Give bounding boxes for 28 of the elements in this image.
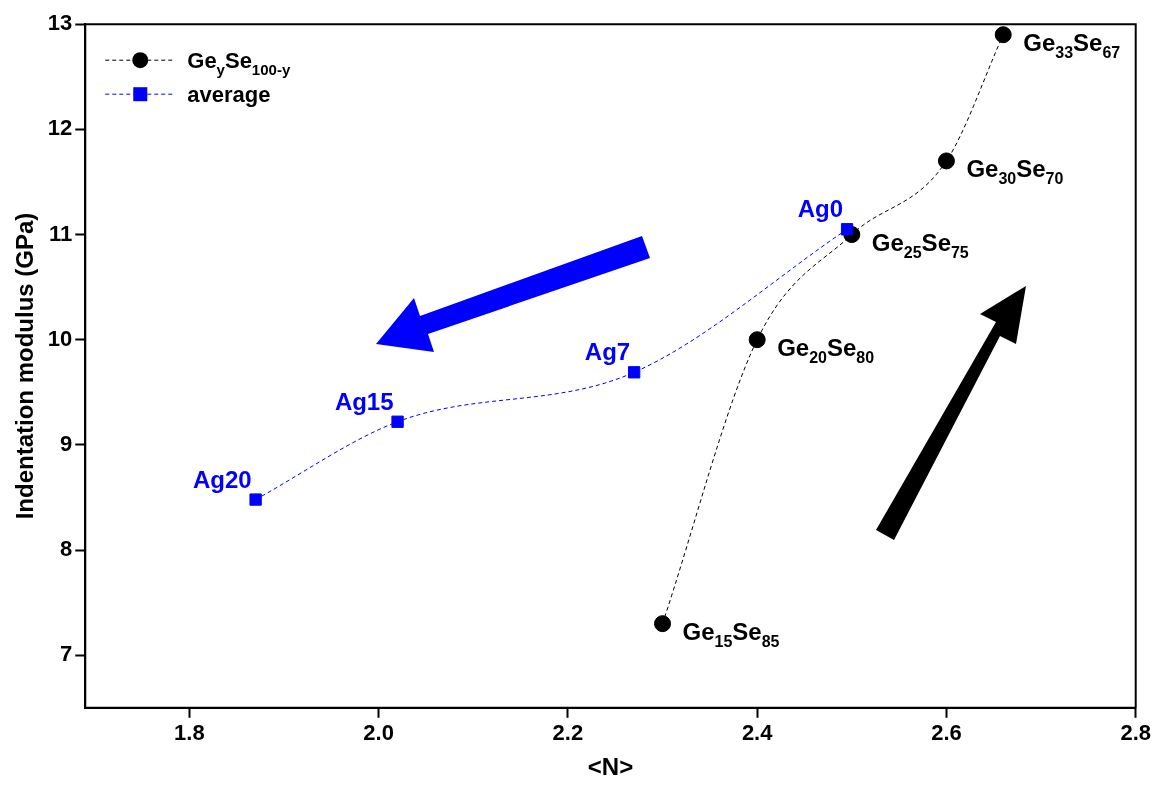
annotation: Ag15 [334, 387, 394, 415]
x-tick-label: 2.8 [1120, 720, 1152, 746]
point [627, 366, 641, 379]
point [654, 615, 672, 633]
y-tick-label: 7 [60, 641, 73, 667]
point [391, 415, 404, 428]
point [249, 493, 262, 506]
y-axis-title: Indentation modulus (GPa) [11, 212, 39, 520]
annotation: Ag20 [192, 465, 252, 493]
point [840, 223, 854, 236]
x-tick-label: 2.4 [741, 720, 774, 746]
x-axis-title: <N> [587, 753, 634, 781]
point [937, 152, 955, 170]
y-tick-label: 13 [47, 10, 73, 36]
annotation: Ag7 [584, 338, 631, 366]
x-tick-label: 2.0 [363, 720, 394, 746]
annotation: Ag0 [797, 195, 844, 223]
x-tick-label: 1.8 [174, 720, 205, 746]
y-tick-label: 10 [47, 325, 73, 351]
y-tick-label: 12 [47, 115, 73, 141]
point [994, 26, 1012, 44]
legend-label: average [187, 82, 271, 108]
x-tick-label: 2.2 [552, 720, 584, 746]
y-tick-label: 11 [49, 220, 73, 246]
y-tick-label: 8 [60, 536, 73, 562]
y-tick-label: 9 [60, 430, 73, 456]
x-tick-label: 2.6 [931, 720, 962, 746]
point [748, 331, 766, 349]
